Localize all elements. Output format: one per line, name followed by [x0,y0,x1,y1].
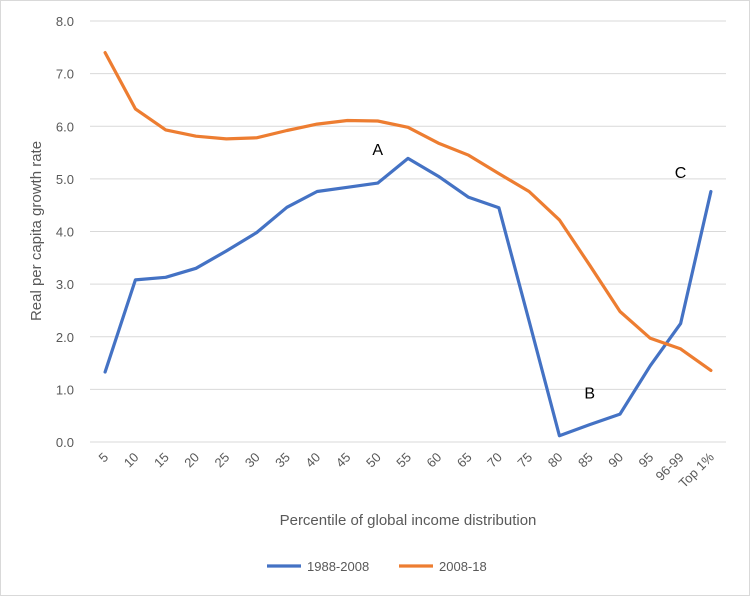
y-tick-labels: 0.0 1.0 2.0 3.0 4.0 5.0 6.0 7.0 8.0 [56,14,74,450]
y-tick-label: 6.0 [56,119,74,134]
legend-label: 1988-2008 [307,559,369,574]
annotation-label: B [584,385,595,402]
x-tick-label: 45 [333,450,354,471]
x-tick-label: 60 [424,450,445,471]
x-tick-label: 25 [212,450,233,471]
x-tick-label: 85 [575,450,596,471]
x-tick-label: 50 [363,450,384,471]
x-tick-label: 10 [121,450,142,471]
legend: 1988-2008 2008-18 [267,559,487,574]
gridlines [90,20,726,443]
x-tick-label: 75 [514,450,535,471]
y-tick-label: 3.0 [56,277,74,292]
x-tick-label: 20 [181,450,202,471]
y-tick-label: 2.0 [56,330,74,345]
x-tick-label: 90 [605,450,626,471]
annotation-label: C [675,165,687,182]
x-tick-label: 55 [393,450,414,471]
y-tick-label: 7.0 [56,67,74,82]
y-tick-label: 8.0 [56,14,74,29]
series-lines [103,50,713,438]
x-tick-label: 65 [454,450,475,471]
x-tick-label: 15 [151,450,172,471]
series-line-1 [103,50,713,372]
x-tick-label: 35 [272,450,293,471]
x-tick-label: 30 [242,450,263,471]
x-tick-label: 70 [484,450,505,471]
x-tick-label: 95 [636,450,657,471]
y-tick-label: 4.0 [56,225,74,240]
x-tick-label: 5 [96,450,112,466]
annotations: A B C [372,142,686,402]
annotation-label: A [372,142,383,159]
y-tick-label: 0.0 [56,435,74,450]
y-axis-label: Real per capita growth rate [28,141,45,321]
x-tick-label: 40 [302,450,323,471]
x-tick-labels: 5 10 15 20 25 30 35 40 45 50 55 60 65 70 75 80 85 90 9596-… [96,449,718,491]
y-tick-label: 1.0 [56,382,74,397]
x-tick-label: 80 [545,450,566,471]
y-tick-label: 5.0 [56,172,74,187]
legend-label: 2008-18 [439,559,487,574]
x-axis-label: Percentile of global income distribution [280,512,537,529]
series-line-0 [103,156,713,438]
